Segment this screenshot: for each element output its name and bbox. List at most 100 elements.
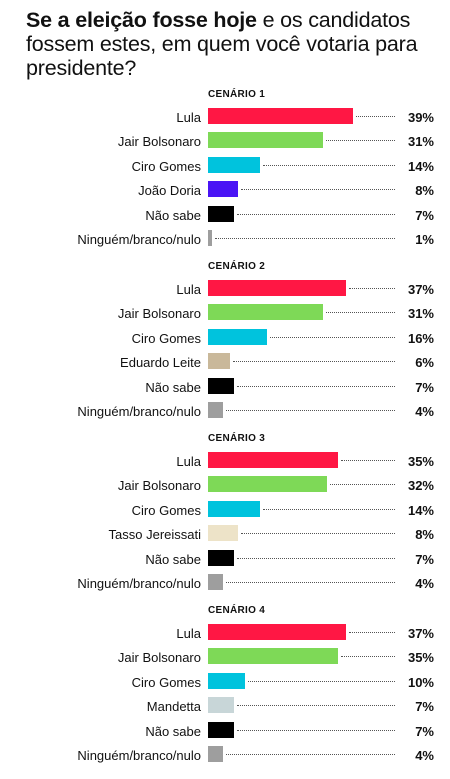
value-label: 4% (415, 404, 434, 419)
bar (208, 328, 268, 345)
scenario-label: CENÁRIO 2 (208, 261, 266, 272)
bar (208, 132, 324, 149)
value-label: 4% (415, 748, 434, 763)
bar-row: Jair Bolsonaro 31% (0, 130, 450, 152)
value-label: 14% (407, 158, 434, 174)
category-label: Ciro Gomes (131, 330, 201, 346)
category-label: Lula (176, 282, 201, 297)
dotted-leader (263, 508, 395, 510)
dotted-leader (225, 582, 395, 583)
dotted-leader (237, 705, 395, 707)
bar-row: Tasso Jereissati 8% (0, 523, 450, 545)
bar-row: Ciro Gomes 14% (0, 155, 450, 177)
dotted-leader (326, 140, 395, 142)
value-label: 7% (415, 723, 434, 739)
dotted-leader (237, 729, 395, 731)
category-label: Ciro Gomes (131, 158, 201, 174)
dotted-leader (240, 533, 395, 535)
category-label: Não sabe (145, 723, 201, 739)
value-label: 1% (415, 232, 434, 247)
bar-row: Não sabe 7% (0, 376, 450, 398)
bar (208, 672, 246, 689)
bar-row: Ninguém/branco/nulo 1% (0, 228, 450, 250)
bar (208, 525, 238, 542)
dotted-leader (237, 213, 395, 215)
dotted-leader (237, 557, 395, 559)
bar-row: Lula 37% (0, 622, 450, 644)
bar (208, 377, 235, 394)
category-label: Tasso Jereissati (108, 527, 201, 543)
value-label: 7% (415, 551, 434, 567)
dotted-leader (237, 385, 395, 387)
bar (208, 721, 235, 738)
category-label: João Doria (138, 183, 201, 199)
bar (208, 746, 223, 762)
dotted-leader (240, 189, 395, 191)
bar (208, 476, 327, 493)
dotted-leader (341, 460, 395, 461)
bar-row: Lula 39% (0, 106, 450, 128)
value-label: 7% (415, 379, 434, 395)
chart-title: Se a eleição fosse hoje e os candidatos … (26, 8, 436, 80)
category-label: Ciro Gomes (131, 502, 201, 518)
bar (208, 574, 223, 590)
bar-row: Ciro Gomes 10% (0, 671, 450, 693)
dotted-leader (225, 754, 395, 755)
category-label: Não sabe (145, 551, 201, 567)
value-label: 14% (407, 502, 434, 518)
bar-row: Não sabe 7% (0, 548, 450, 570)
value-label: 35% (407, 650, 434, 666)
category-label: Lula (176, 626, 201, 641)
bar-row: Não sabe 7% (0, 204, 450, 226)
category-label: Eduardo Leite (120, 355, 201, 371)
bar-row: Não sabe 7% (0, 720, 450, 742)
category-label: Não sabe (145, 379, 201, 395)
value-label: 37% (407, 626, 434, 641)
category-label: Ninguém/branco/nulo (77, 404, 201, 419)
bar-row: Mandetta 7% (0, 695, 450, 717)
value-label: 6% (415, 355, 434, 371)
bar (208, 452, 339, 468)
category-label: Lula (176, 454, 201, 469)
category-label: Ninguém/branco/nulo (77, 576, 201, 591)
dotted-leader (263, 164, 395, 166)
dotted-leader (215, 238, 395, 239)
dotted-leader (348, 288, 395, 289)
bar-row: Lula 35% (0, 450, 450, 472)
category-label: Mandetta (146, 699, 201, 715)
scenario-label: CENÁRIO 4 (208, 605, 266, 616)
bar (208, 230, 212, 246)
bar (208, 156, 261, 173)
bar (208, 108, 353, 124)
dotted-leader (248, 680, 395, 682)
category-label: Jair Bolsonaro (117, 306, 201, 322)
value-label: 31% (407, 306, 434, 322)
bar (208, 648, 339, 665)
value-label: 8% (415, 183, 434, 199)
category-label: Jair Bolsonaro (117, 134, 201, 150)
bar (208, 500, 261, 517)
value-label: 37% (407, 282, 434, 297)
category-label: Ninguém/branco/nulo (77, 748, 201, 763)
bar (208, 181, 238, 198)
category-label: Ninguém/branco/nulo (77, 232, 201, 247)
bar (208, 624, 346, 640)
value-label: 31% (407, 134, 434, 150)
dotted-leader (225, 410, 395, 411)
value-label: 39% (407, 110, 434, 125)
dotted-leader (356, 116, 395, 117)
category-label: Lula (176, 110, 201, 125)
value-label: 7% (415, 207, 434, 223)
value-label: 35% (407, 454, 434, 469)
value-label: 16% (407, 330, 434, 346)
category-label: Não sabe (145, 207, 201, 223)
bar-row: Ninguém/branco/nulo 4% (0, 400, 450, 422)
bar (208, 402, 223, 418)
bar-row: Jair Bolsonaro 31% (0, 302, 450, 324)
bar-row: Eduardo Leite 6% (0, 351, 450, 373)
bar-row: Lula 37% (0, 278, 450, 300)
bar (208, 549, 235, 566)
dotted-leader (270, 336, 395, 338)
category-label: Jair Bolsonaro (117, 478, 201, 494)
scenario-label: CENÁRIO 3 (208, 433, 266, 444)
